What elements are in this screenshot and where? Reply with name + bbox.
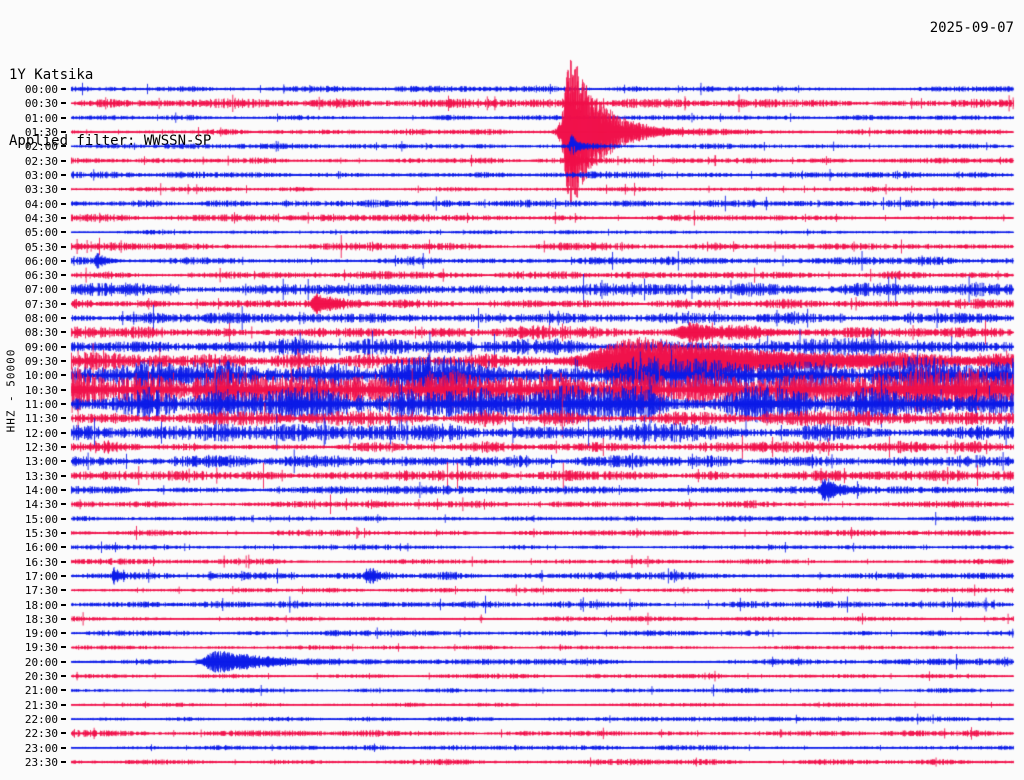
helicorder-plot: 1Y Katsika Applied filter: WWSSN-SP 2025… (0, 0, 1024, 780)
seismogram-traces (0, 0, 1024, 780)
